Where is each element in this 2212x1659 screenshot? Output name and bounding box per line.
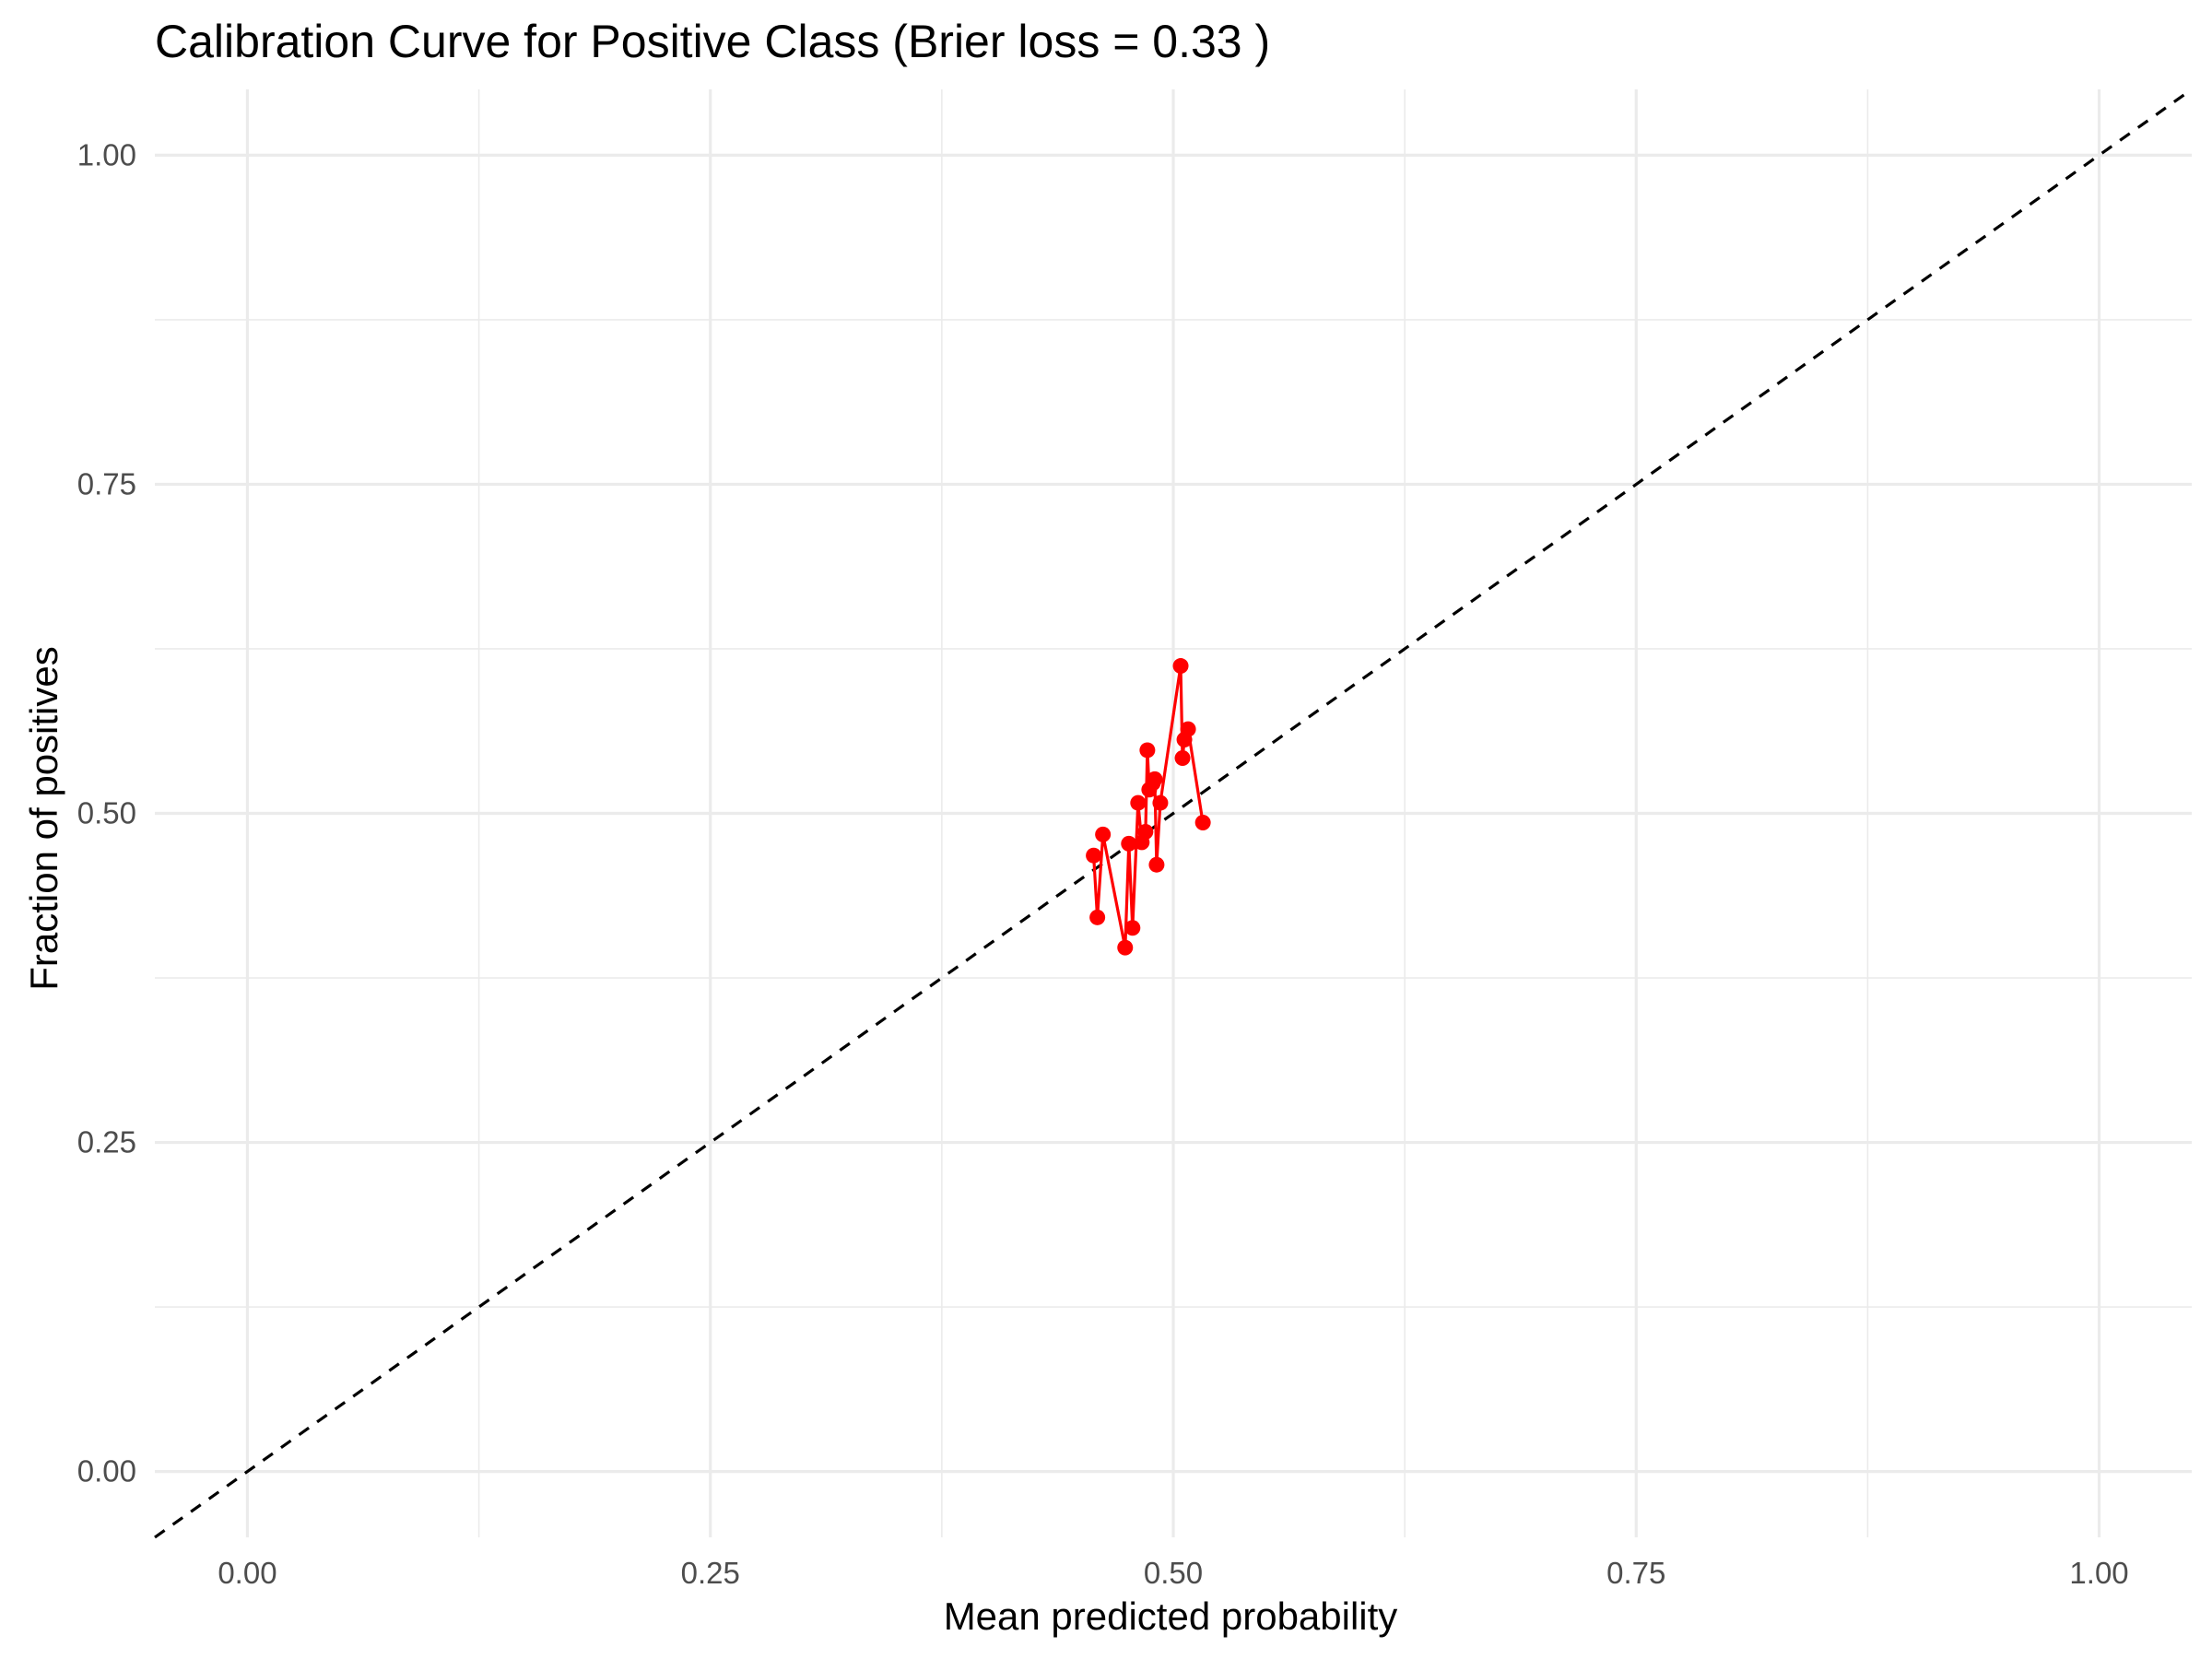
- calibration-point: [1130, 794, 1147, 811]
- calibration-point: [1124, 920, 1141, 936]
- y-tick-label: 1.00: [77, 137, 136, 171]
- calibration-point: [1117, 939, 1134, 956]
- y-axis-ticks: 0.00 0.25 0.50 0.75 1.00: [77, 137, 136, 1488]
- calibration-point: [1180, 721, 1196, 737]
- calibration-point: [1089, 909, 1106, 925]
- calibration-point: [1147, 771, 1163, 787]
- chart-title: Calibration Curve for Positive Class (Br…: [155, 16, 1270, 67]
- x-axis-label: Mean predicted probability: [944, 1594, 1398, 1638]
- calibration-point: [1139, 742, 1156, 759]
- calibration-point: [1121, 835, 1137, 852]
- y-tick-label: 0.25: [77, 1125, 136, 1159]
- y-tick-label: 0.00: [77, 1454, 136, 1488]
- calibration-point: [1137, 823, 1154, 840]
- calibration-point: [1194, 814, 1211, 830]
- y-axis-label: Fraction of positives: [22, 646, 65, 991]
- calibration-point: [1148, 856, 1165, 873]
- calibration-point: [1172, 658, 1189, 675]
- x-tick-label: 0.50: [1144, 1556, 1203, 1590]
- x-tick-label: 0.25: [681, 1556, 740, 1590]
- reference-diagonal-line: [154, 88, 2193, 1539]
- reference-diagonal: [154, 88, 2193, 1539]
- x-tick-label: 1.00: [2069, 1556, 2128, 1590]
- x-tick-label: 0.75: [1606, 1556, 1665, 1590]
- y-tick-label: 0.75: [77, 466, 136, 500]
- x-axis-ticks: 0.00 0.25 0.50 0.75 1.00: [218, 1556, 2128, 1590]
- y-tick-label: 0.50: [77, 796, 136, 830]
- calibration-point: [1152, 794, 1169, 811]
- calibration-point: [1086, 847, 1102, 864]
- series-layer: [1086, 658, 1211, 956]
- calibration-point: [1174, 750, 1191, 767]
- x-tick-label: 0.00: [218, 1556, 276, 1590]
- calibration-point: [1095, 826, 1112, 842]
